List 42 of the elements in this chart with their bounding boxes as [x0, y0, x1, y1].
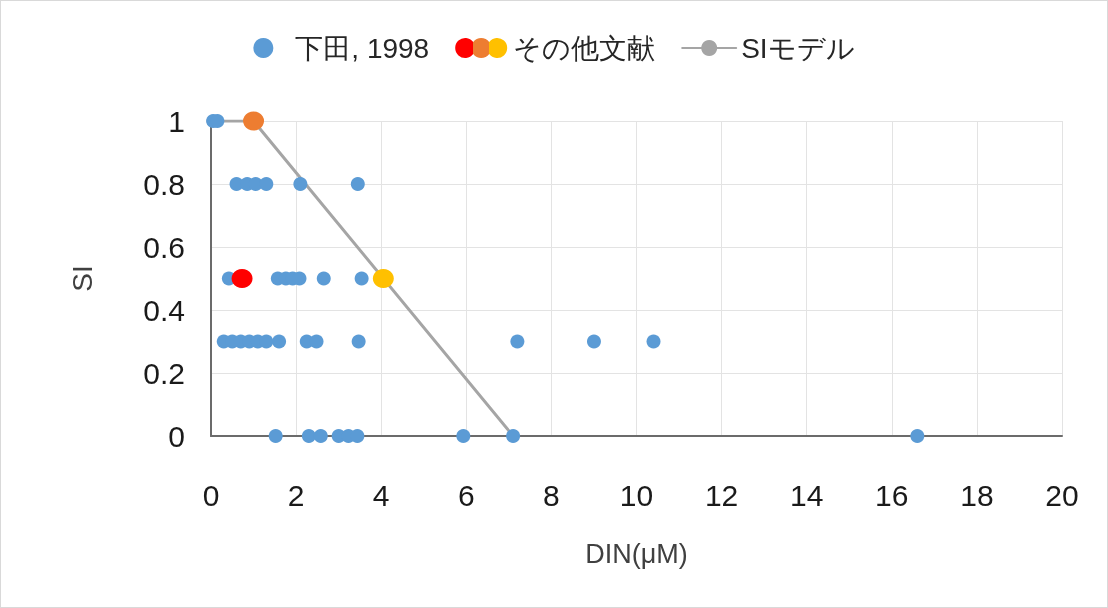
y-tick-label: 0.6 [143, 230, 185, 264]
y-tick-label: 1 [168, 104, 185, 138]
y-tick-label: 0 [168, 419, 185, 453]
point [316, 271, 331, 286]
point [259, 177, 274, 191]
x-tick-label: 0 [202, 478, 220, 512]
legend-label: SIモデル [741, 32, 855, 64]
legend-label: 下田, 1998 [295, 32, 430, 64]
y-tick-label: 0.4 [143, 293, 185, 327]
x-tick-label: 8 [543, 478, 560, 512]
y-tick-label: 0.8 [143, 167, 185, 201]
point [243, 111, 265, 131]
x-tick-label: 2 [287, 478, 305, 512]
y-axis-title: SI [66, 265, 98, 292]
x-tick-label: 6 [457, 478, 475, 512]
x-tick-label: 4 [372, 478, 390, 512]
point [272, 334, 287, 349]
point [456, 429, 471, 443]
point [301, 429, 316, 443]
point [350, 177, 365, 191]
x-tick-label: 20 [1045, 478, 1079, 512]
point [309, 334, 324, 349]
point [293, 177, 308, 191]
point [268, 429, 283, 443]
point [586, 334, 601, 349]
point [313, 429, 328, 443]
x-tick-label: 12 [704, 478, 739, 512]
point [231, 269, 253, 288]
x-tick-label: 18 [960, 478, 994, 512]
point [910, 429, 925, 443]
point [350, 429, 365, 443]
point [372, 269, 394, 288]
y-tick-label: 0.2 [143, 356, 185, 390]
x-tick-label: 16 [875, 478, 909, 512]
point [510, 334, 525, 349]
x-axis-title: DIN(μM) [585, 538, 688, 569]
point [354, 271, 369, 286]
x-tick-label: 10 [619, 478, 654, 512]
point [351, 334, 366, 349]
x-tick-label: 14 [790, 478, 824, 512]
legend-label: その他文献 [513, 32, 656, 64]
point [646, 334, 661, 349]
